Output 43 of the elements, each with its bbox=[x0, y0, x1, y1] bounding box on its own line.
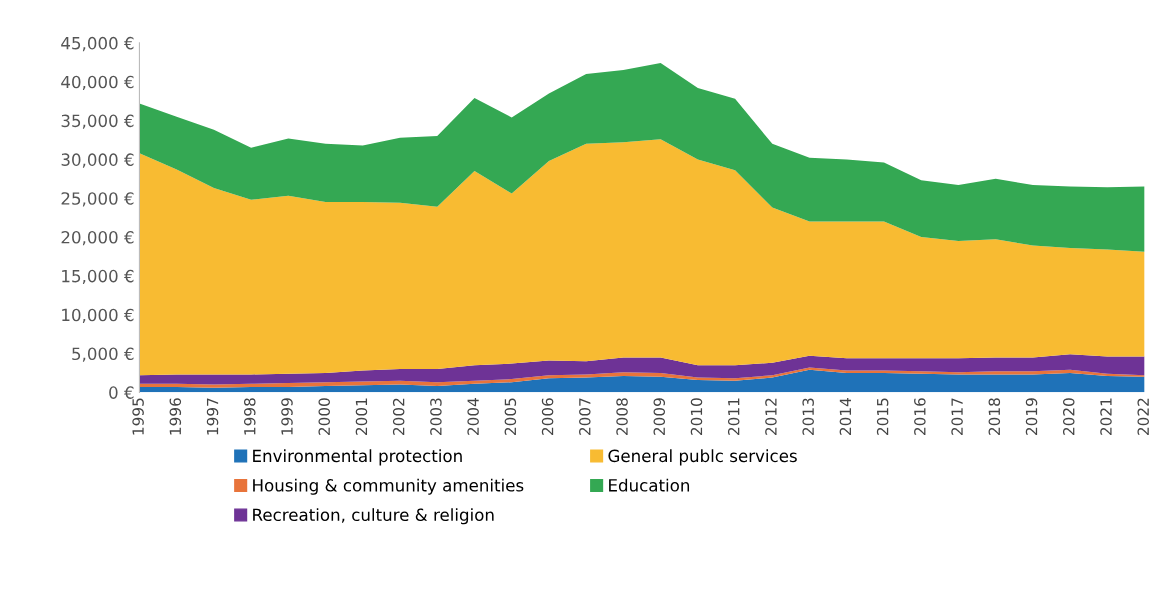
x-tick-label: 2006 bbox=[541, 398, 554, 435]
y-tick-label: 20,000 € bbox=[61, 230, 134, 246]
y-tick-label: 25,000 € bbox=[61, 192, 134, 207]
y-tick-label: 15,000 € bbox=[62, 269, 134, 285]
x-tick-label: 2013 bbox=[802, 398, 814, 435]
x-tick-label: 2019 bbox=[1025, 398, 1038, 435]
x-tick-label: 1998 bbox=[244, 398, 256, 435]
legend-label: Recreation, culture & religion bbox=[253, 508, 494, 525]
legend-label: General publc services bbox=[608, 449, 797, 466]
x-tick-label: 2007 bbox=[579, 398, 591, 435]
y-tick-label: 5,000 € bbox=[72, 347, 134, 362]
x-tick-label: 2001 bbox=[355, 398, 368, 435]
x-tick-label: 2008 bbox=[616, 398, 628, 435]
y-tick-label: 45,000 € bbox=[61, 36, 134, 52]
x-tick-label: 2020 bbox=[1062, 398, 1075, 435]
x-tick-label: 2004 bbox=[467, 398, 479, 435]
x-tick-label: 1996 bbox=[169, 398, 182, 435]
x-tick-label: 1997 bbox=[206, 398, 219, 435]
x-tick-label: 2010 bbox=[690, 398, 703, 435]
y-tick-label: 0 € bbox=[109, 386, 134, 399]
x-tick-label: 2012 bbox=[765, 398, 777, 435]
x-tick-label: 2015 bbox=[876, 398, 889, 435]
x-tick-label: 2000 bbox=[318, 398, 331, 435]
x-tick-label: 2021 bbox=[1100, 398, 1112, 435]
x-tick-label: 2009 bbox=[653, 398, 666, 435]
y-tick-label: 40,000 € bbox=[61, 75, 134, 90]
x-tick-label: 2005 bbox=[504, 398, 517, 435]
legend-label: Environmental protection bbox=[253, 449, 462, 466]
x-tick-label: 2018 bbox=[988, 398, 1001, 435]
x-tick-label: 2002 bbox=[392, 398, 405, 435]
x-tick-label: 1999 bbox=[281, 398, 293, 435]
y-tick-label: 30,000 € bbox=[61, 153, 134, 168]
x-tick-label: 2003 bbox=[430, 398, 442, 435]
x-tick-label: 2014 bbox=[839, 398, 852, 435]
x-tick-label: 2017 bbox=[951, 398, 963, 435]
x-tick-label: 2011 bbox=[727, 398, 740, 435]
y-tick-label: 10,000 € bbox=[62, 308, 134, 323]
x-tick-label: 2022 bbox=[1137, 398, 1149, 435]
legend-label: Housing & community amenities bbox=[253, 478, 524, 495]
y-tick-label: 35,000 € bbox=[61, 114, 134, 129]
x-tick-label: 1995 bbox=[132, 398, 144, 435]
x-tick-label: 2016 bbox=[914, 398, 926, 435]
legend-label: Education bbox=[609, 478, 690, 492]
